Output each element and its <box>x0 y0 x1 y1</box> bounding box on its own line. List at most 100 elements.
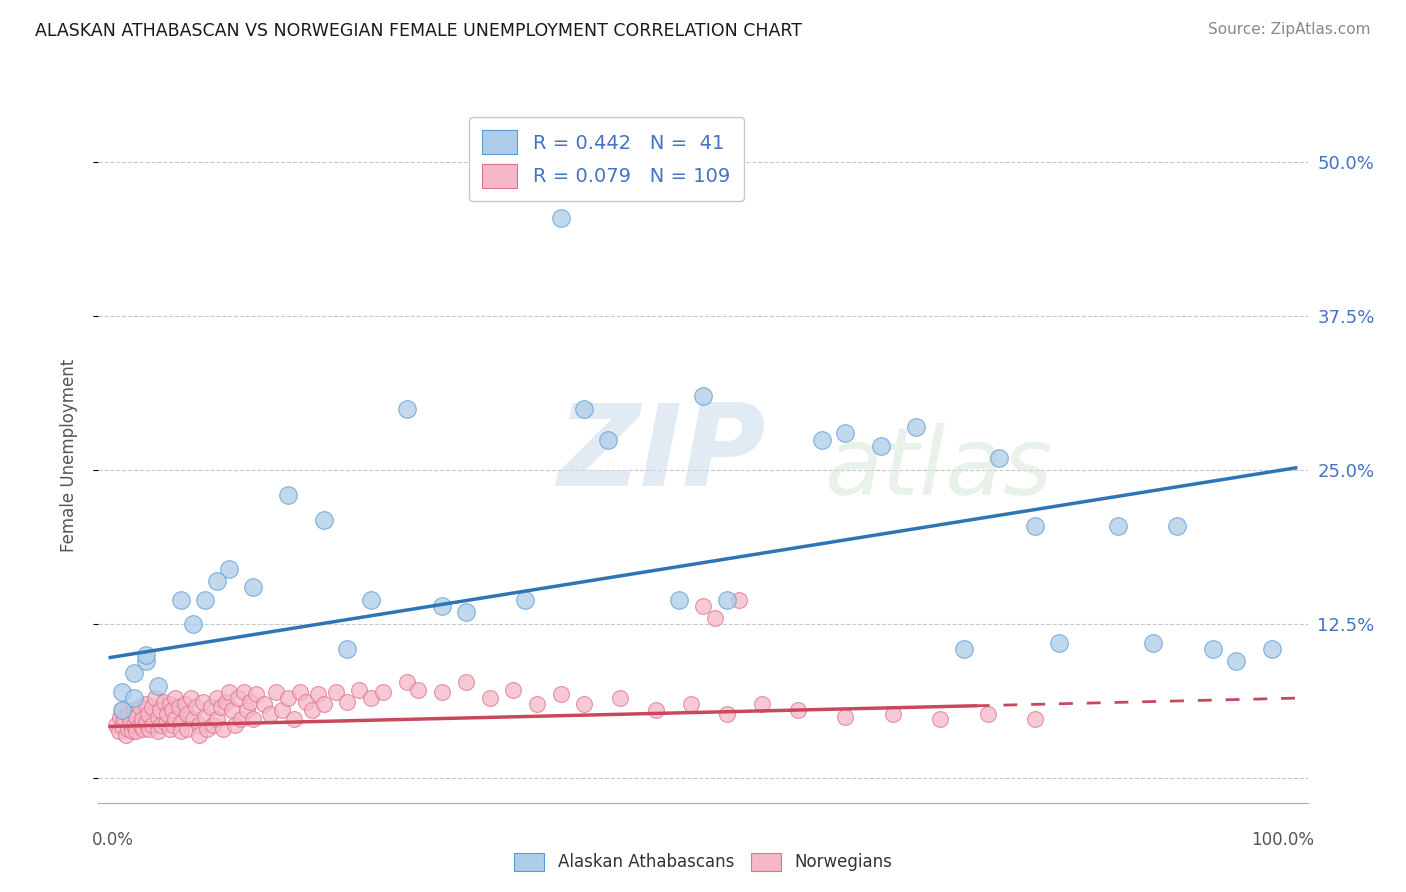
Point <box>108 709 131 723</box>
Point <box>135 654 157 668</box>
Point <box>1142 636 1164 650</box>
Point <box>550 211 572 225</box>
Point <box>181 712 204 726</box>
Point <box>976 707 998 722</box>
Point <box>271 703 294 717</box>
Point <box>360 592 382 607</box>
Point <box>209 699 232 714</box>
Point <box>295 695 318 709</box>
Point <box>146 679 169 693</box>
Point <box>716 707 738 722</box>
Point <box>184 699 207 714</box>
Point <box>159 722 181 736</box>
Point <box>347 682 370 697</box>
Y-axis label: Female Unemployment: Female Unemployment <box>59 359 77 551</box>
Point <box>751 698 773 712</box>
Legend: Alaskan Athabascans, Norwegians: Alaskan Athabascans, Norwegians <box>508 846 898 878</box>
Point <box>395 675 418 690</box>
Point <box>239 695 262 709</box>
Point <box>221 703 243 717</box>
Point <box>259 707 281 722</box>
Point <box>111 703 134 717</box>
Point <box>146 709 169 723</box>
Point <box>122 703 145 717</box>
Point <box>165 712 187 726</box>
Point <box>336 695 359 709</box>
Point <box>703 611 725 625</box>
Point <box>215 695 238 709</box>
Point <box>117 722 139 736</box>
Point <box>869 439 891 453</box>
Point <box>834 709 856 723</box>
Point <box>160 703 183 717</box>
Point <box>135 648 157 662</box>
Point <box>226 691 249 706</box>
Point <box>478 691 501 706</box>
Point <box>301 703 323 717</box>
Point <box>180 691 202 706</box>
Point <box>120 715 142 730</box>
Text: ALASKAN ATHABASCAN VS NORWEGIAN FEMALE UNEMPLOYMENT CORRELATION CHART: ALASKAN ATHABASCAN VS NORWEGIAN FEMALE U… <box>35 22 803 40</box>
Point <box>114 712 136 726</box>
Point <box>200 699 222 714</box>
Point <box>111 719 134 733</box>
Point <box>141 699 163 714</box>
Point <box>574 401 596 416</box>
Text: Source: ZipAtlas.com: Source: ZipAtlas.com <box>1208 22 1371 37</box>
Point <box>165 691 187 706</box>
Point <box>135 715 157 730</box>
Point <box>170 715 193 730</box>
Point <box>194 592 217 607</box>
Point <box>277 691 299 706</box>
Point <box>146 724 169 739</box>
Point <box>668 592 690 607</box>
Point <box>121 724 143 739</box>
Point <box>162 718 184 732</box>
Point <box>242 580 264 594</box>
Point <box>107 724 129 739</box>
Point <box>242 712 264 726</box>
Text: atlas: atlas <box>824 424 1052 515</box>
Point <box>1166 518 1188 533</box>
Point <box>277 488 299 502</box>
Point <box>1107 518 1129 533</box>
Text: 0.0%: 0.0% <box>93 830 134 848</box>
Point <box>432 599 454 613</box>
Point <box>114 728 136 742</box>
Point <box>122 691 145 706</box>
Point <box>170 724 193 739</box>
Point <box>105 718 128 732</box>
Point <box>138 722 160 736</box>
Point <box>149 703 172 717</box>
Text: 100.0%: 100.0% <box>1250 830 1313 848</box>
Point <box>727 592 749 607</box>
Point <box>122 718 145 732</box>
Point <box>716 592 738 607</box>
Point <box>224 718 246 732</box>
Point <box>598 433 620 447</box>
Point <box>550 688 572 702</box>
Point <box>117 707 139 722</box>
Point <box>312 512 335 526</box>
Point <box>283 712 305 726</box>
Point <box>194 709 217 723</box>
Point <box>122 666 145 681</box>
Point <box>218 685 240 699</box>
Point <box>692 599 714 613</box>
Point <box>191 695 214 709</box>
Point <box>952 641 974 656</box>
Point <box>692 389 714 403</box>
Point <box>150 718 173 732</box>
Point <box>432 685 454 699</box>
Point <box>515 592 537 607</box>
Point <box>131 712 153 726</box>
Point <box>681 698 703 712</box>
Point <box>129 718 152 732</box>
Point <box>159 698 181 712</box>
Point <box>235 703 257 717</box>
Point <box>1047 636 1070 650</box>
Point <box>218 562 240 576</box>
Point <box>176 722 198 736</box>
Point <box>129 699 152 714</box>
Point <box>111 685 134 699</box>
